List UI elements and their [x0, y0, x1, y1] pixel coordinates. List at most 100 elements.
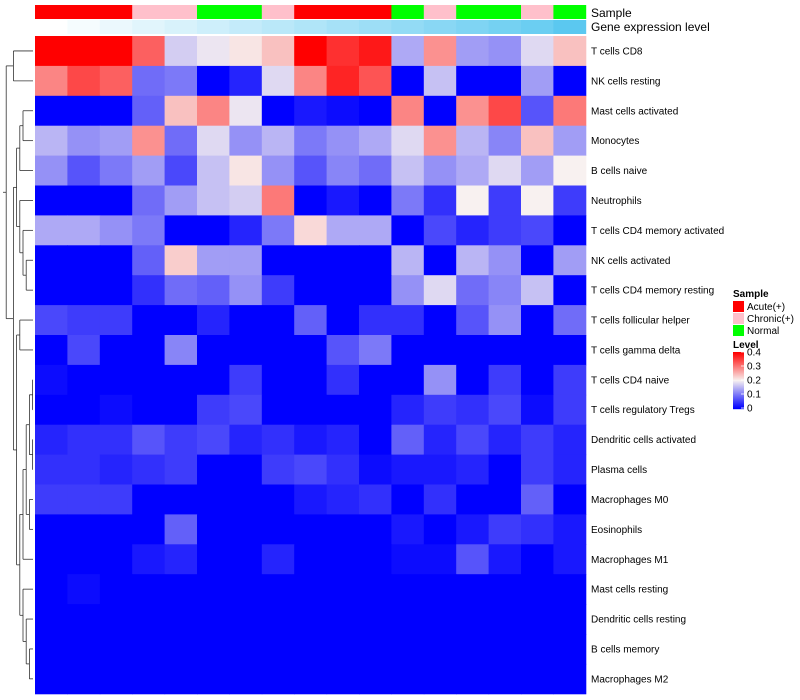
heatmap-cell — [164, 245, 198, 276]
heatmap-cell — [553, 305, 587, 336]
heatmap-cell — [326, 574, 360, 605]
level-legend-gradient-step — [733, 392, 744, 394]
heatmap-cell — [99, 574, 133, 605]
heatmap-cell — [456, 95, 490, 127]
heatmap-cell — [132, 335, 166, 366]
heatmap-cell — [423, 335, 457, 366]
heatmap-cell — [164, 215, 198, 246]
heatmap-cell — [99, 544, 133, 575]
heatmap-cell — [294, 634, 328, 665]
gene-expression-annotation-cell — [553, 20, 587, 34]
heatmap-cell — [553, 544, 587, 575]
heatmap-cell — [521, 245, 554, 276]
heatmap-cell — [423, 215, 457, 246]
heatmap-cell — [35, 275, 68, 306]
heatmap-cell — [35, 65, 68, 97]
level-legend-gradient-step — [733, 384, 744, 386]
heatmap-cell — [423, 364, 457, 396]
heatmap-cell — [456, 36, 490, 67]
heatmap-cell — [261, 305, 295, 336]
heatmap-cell — [553, 335, 587, 366]
heatmap-cell — [391, 305, 425, 336]
row-label: Macrophages M1 — [591, 555, 669, 566]
heatmap-cell — [359, 424, 392, 456]
heatmap-cell — [35, 424, 68, 456]
heatmap-cell — [99, 424, 133, 456]
heatmap-cell — [261, 215, 295, 246]
level-legend-gradient-step — [733, 402, 744, 404]
heatmap-cell — [456, 514, 490, 545]
heatmap-cell — [521, 36, 554, 67]
heatmap-cell — [294, 335, 328, 366]
heatmap-cell — [197, 454, 230, 485]
heatmap-cell — [99, 364, 133, 396]
heatmap-cell — [359, 484, 392, 515]
gene-expression-annotation-cell — [197, 20, 230, 34]
heatmap-cell — [521, 185, 554, 216]
heatmap-cell — [229, 335, 263, 366]
sample-annotation-cell — [294, 5, 327, 19]
heatmap-cell — [261, 394, 295, 426]
heatmap-cell — [261, 454, 295, 485]
gene-expression-annotation-cell — [132, 20, 165, 34]
gene-expression-annotation-cell — [294, 20, 327, 34]
sample-annotation-cell — [229, 5, 263, 19]
heatmap-cell — [229, 484, 263, 515]
heatmap-cell — [67, 604, 101, 635]
heatmap-cell — [294, 364, 328, 396]
gene-expression-annotation-cell — [99, 20, 133, 34]
heatmap-cell — [261, 364, 295, 396]
heatmap-cell — [164, 305, 198, 336]
heatmap-cell — [99, 514, 133, 545]
heatmap-cell — [553, 604, 587, 635]
heatmap-cell — [197, 604, 230, 635]
heatmap-cell — [35, 634, 68, 665]
heatmap-cell — [99, 95, 133, 127]
gene-expression-annotation-cell — [326, 20, 360, 34]
heatmap-cell — [35, 484, 68, 515]
level-legend-gradient-step — [733, 353, 744, 355]
heatmap-cell — [391, 634, 425, 665]
heatmap-cell — [391, 65, 425, 97]
heatmap-cell — [521, 65, 554, 97]
heatmap-cell — [391, 245, 425, 276]
heatmap-cell — [326, 663, 360, 695]
heatmap-cell — [197, 335, 230, 366]
heatmap-cell — [164, 663, 198, 695]
heatmap-cell — [197, 544, 230, 575]
row-label: Mast cells activated — [591, 106, 678, 117]
level-legend-gradient-step — [733, 356, 744, 358]
heatmap-cell — [35, 663, 68, 695]
heatmap-cell — [456, 634, 490, 665]
heatmap-cell — [99, 245, 133, 276]
row-label: T cells CD4 memory resting — [591, 286, 714, 297]
heatmap-cell — [294, 305, 328, 336]
heatmap-cell — [164, 454, 198, 485]
level-legend-gradient-step — [733, 366, 744, 368]
heatmap-cell — [488, 305, 522, 336]
heatmap-cell — [229, 364, 263, 396]
heatmap-cell — [229, 604, 263, 635]
heatmap-cell — [521, 634, 554, 665]
heatmap-cell — [67, 95, 101, 127]
heatmap-cell — [132, 185, 166, 216]
level-legend-gradient-step — [733, 401, 744, 403]
heatmap-cell — [423, 95, 457, 127]
heatmap-cell — [521, 335, 554, 366]
heatmap-cell — [67, 544, 101, 575]
level-legend-gradient-step — [733, 371, 744, 373]
heatmap-cell — [359, 65, 392, 97]
sample-annotation-cell — [164, 5, 198, 19]
heatmap-cell — [423, 155, 457, 186]
level-legend-gradient-step — [733, 393, 744, 395]
heatmap-cell — [488, 245, 522, 276]
heatmap-cell — [456, 215, 490, 246]
heatmap-cell — [456, 155, 490, 186]
level-legend-gradient-step — [733, 390, 744, 392]
gene-expression-annotation-cell — [423, 20, 457, 34]
heatmap-cell — [391, 275, 425, 306]
heatmap-cell — [326, 364, 360, 396]
heatmap-cell — [67, 514, 101, 545]
heatmap-cell — [197, 95, 230, 127]
